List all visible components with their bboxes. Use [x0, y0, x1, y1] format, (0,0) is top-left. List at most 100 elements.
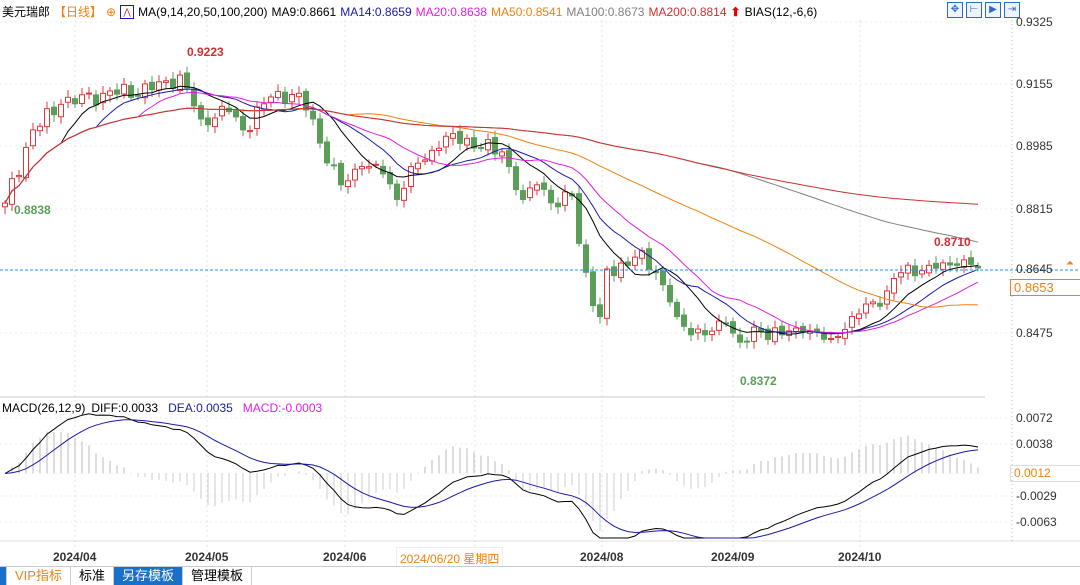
candle-up [863, 303, 869, 314]
candle-up [884, 290, 890, 305]
candle-down [317, 118, 323, 144]
candle-up [275, 90, 281, 98]
candle-up [247, 130, 253, 133]
tab-manage-templates[interactable]: 管理模板 [183, 567, 253, 585]
candle-down [590, 271, 596, 307]
candle-down [128, 85, 134, 98]
range-select-icon[interactable]: ⊢ [966, 2, 982, 18]
tab-save-template[interactable]: 另存模板 [113, 567, 183, 585]
candle-down [555, 202, 561, 208]
candle-down [233, 110, 239, 118]
ma9-value: MA9:0.8661 [271, 4, 337, 19]
candle-down [597, 304, 603, 318]
candle-down [688, 327, 694, 336]
candle-up [107, 90, 113, 96]
candle-up [86, 92, 92, 95]
macd-legend: MACD(26,12,9) DIFF:0.0033 DEA:0.0035 MAC… [2, 401, 322, 415]
candle-down [471, 137, 477, 149]
candle-down [660, 270, 666, 286]
low-annotation: 0.8372 [740, 374, 777, 388]
candle-down [72, 98, 78, 105]
macd-value: MACD:-0.0003 [242, 401, 323, 415]
candle-down [331, 164, 337, 167]
candle-up [44, 108, 50, 128]
candle-down [191, 88, 197, 107]
macd-tick: -0.0029 [1016, 489, 1057, 503]
candle-down [324, 141, 330, 164]
candle-down [667, 284, 673, 303]
candle-down [492, 136, 498, 155]
candle-up [156, 81, 162, 91]
ma-title[interactable]: MA(9,14,20,50,100,200) [138, 4, 268, 19]
candle-up [849, 316, 855, 328]
candle-down [947, 262, 953, 266]
candle-down [135, 94, 141, 97]
ma50-line [4, 107, 979, 308]
candle-up [940, 262, 946, 270]
current-price-label: 0.8653 [1010, 279, 1080, 296]
candle-down [548, 189, 554, 204]
candle-up [891, 278, 897, 294]
candle-down [646, 248, 652, 270]
candle-up [359, 166, 365, 170]
candle-up [429, 149, 435, 162]
candle-up [352, 168, 358, 181]
ma100-line [4, 107, 979, 243]
tab-vip-indicators[interactable]: VIP指标 [7, 567, 71, 585]
bias-title[interactable]: BIAS(12,-6,6) [744, 4, 818, 19]
candle-down [912, 265, 918, 277]
candle-up [695, 328, 701, 334]
candle-up [751, 326, 757, 342]
candle-up [37, 125, 43, 132]
price-tick: 0.8815 [1016, 202, 1053, 216]
candle-up [212, 117, 218, 128]
crosshair-toggle-icon[interactable]: ✥ [947, 2, 963, 18]
candle-up [401, 187, 407, 201]
price-chart[interactable] [0, 0, 1080, 566]
tab-standard[interactable]: 标准 [71, 567, 114, 585]
candle-up [268, 96, 274, 103]
candle-up [65, 96, 71, 103]
candle-down [282, 91, 288, 105]
candle-down [338, 162, 344, 186]
candle-up [373, 163, 379, 166]
ma14-value: MA14:0.8659 [340, 4, 412, 19]
period-label[interactable]: 【日线】 [54, 5, 103, 19]
candle-up [905, 264, 911, 274]
scroll-up-icon[interactable]: ⏶ [1066, 258, 1074, 269]
price-tick: 0.8475 [1016, 326, 1053, 340]
price-tick: 0.9155 [1016, 77, 1053, 91]
ma-indicator-icon[interactable]: ⋀ [120, 4, 135, 19]
jump-latest-icon[interactable]: ⇥ [1004, 2, 1020, 18]
candle-down [513, 166, 519, 191]
candle-down [681, 314, 687, 327]
candle-up [464, 137, 470, 146]
candle-up [345, 180, 351, 188]
macd-title[interactable]: MACD(26,12,9) [2, 401, 86, 415]
candle-up [142, 83, 148, 99]
candle-down [457, 130, 463, 144]
candle-down [877, 302, 883, 307]
candle-down [611, 266, 617, 277]
chart-step-icon[interactable]: ▶ [985, 2, 1001, 18]
macd-dea: DEA:0.0035 [168, 401, 233, 415]
candle-up [870, 301, 876, 305]
candle-down [576, 193, 582, 244]
candle-down [310, 110, 316, 120]
date-tick: 2024/08 [580, 550, 624, 564]
up-arrow-icon: ⬆ [730, 4, 741, 19]
macd-tick: -0.0063 [1016, 515, 1057, 529]
candle-up [527, 187, 533, 199]
crosshair-icon[interactable]: ⊕ [106, 4, 117, 19]
candle-down [674, 301, 680, 318]
macd-diff-line [4, 413, 979, 539]
candle-down [779, 325, 785, 336]
candle-up [716, 320, 722, 331]
ma100-value: MA100:0.8673 [566, 4, 645, 19]
candle-down [240, 116, 246, 131]
candle-down [170, 78, 176, 89]
ma200-line [4, 107, 979, 205]
candle-up [219, 105, 225, 117]
candle-up [58, 103, 64, 118]
candle-up [296, 92, 302, 98]
